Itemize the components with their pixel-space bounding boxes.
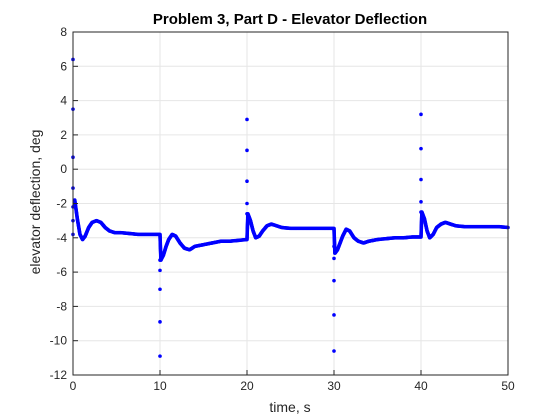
y-tick-label: 8 — [60, 25, 67, 39]
x-tick-label: 50 — [501, 379, 515, 393]
x-tick-label: 10 — [153, 379, 167, 393]
x-tick-label: 0 — [70, 379, 77, 393]
spike-point — [158, 320, 162, 324]
y-tick-label: 6 — [60, 59, 67, 73]
y-tick-label: 4 — [60, 94, 67, 108]
spike-point — [158, 287, 162, 292]
x-axis-label: time, s — [269, 399, 310, 415]
spike-point — [158, 354, 162, 358]
x-tick-label: 30 — [327, 379, 341, 393]
spike-point — [245, 211, 249, 216]
spike-point — [419, 210, 423, 214]
spike-point — [158, 258, 162, 262]
y-tick-label: -4 — [56, 231, 67, 245]
spike-point — [419, 112, 423, 117]
spike-point — [332, 313, 336, 317]
y-axis-ticks: -12 -10 -8 -6 -4 -2 0 2 4 6 8 — [50, 25, 78, 382]
x-tick-label: 20 — [240, 379, 254, 393]
x-tick-label: 40 — [414, 379, 428, 393]
spike-point — [245, 201, 249, 206]
spike-point — [158, 268, 162, 273]
chart-title: Problem 3, Part D - Elevator Deflection — [153, 11, 427, 28]
y-tick-label: -8 — [56, 299, 67, 313]
spike-point — [419, 199, 423, 204]
y-tick-label: -12 — [50, 368, 68, 382]
y-tick-label: 0 — [60, 162, 67, 176]
spike-point — [245, 148, 249, 153]
y-tick-label: -2 — [56, 197, 67, 211]
x-axis-ticks: 0 10 20 30 40 50 — [70, 370, 515, 393]
spike-point — [245, 179, 249, 184]
y-tick-label: -10 — [50, 334, 68, 348]
y-tick-label: -6 — [56, 265, 67, 279]
y-tick-label: 2 — [60, 128, 67, 142]
spike-point — [332, 256, 336, 261]
spike-point — [419, 146, 423, 151]
spike-point — [332, 278, 336, 283]
spike-point — [332, 349, 336, 353]
spike-point — [419, 177, 423, 182]
spike-point — [332, 244, 336, 249]
spike-point — [245, 117, 249, 122]
y-axis-label: elevator deflection, deg — [27, 130, 43, 275]
data-points — [71, 57, 510, 358]
